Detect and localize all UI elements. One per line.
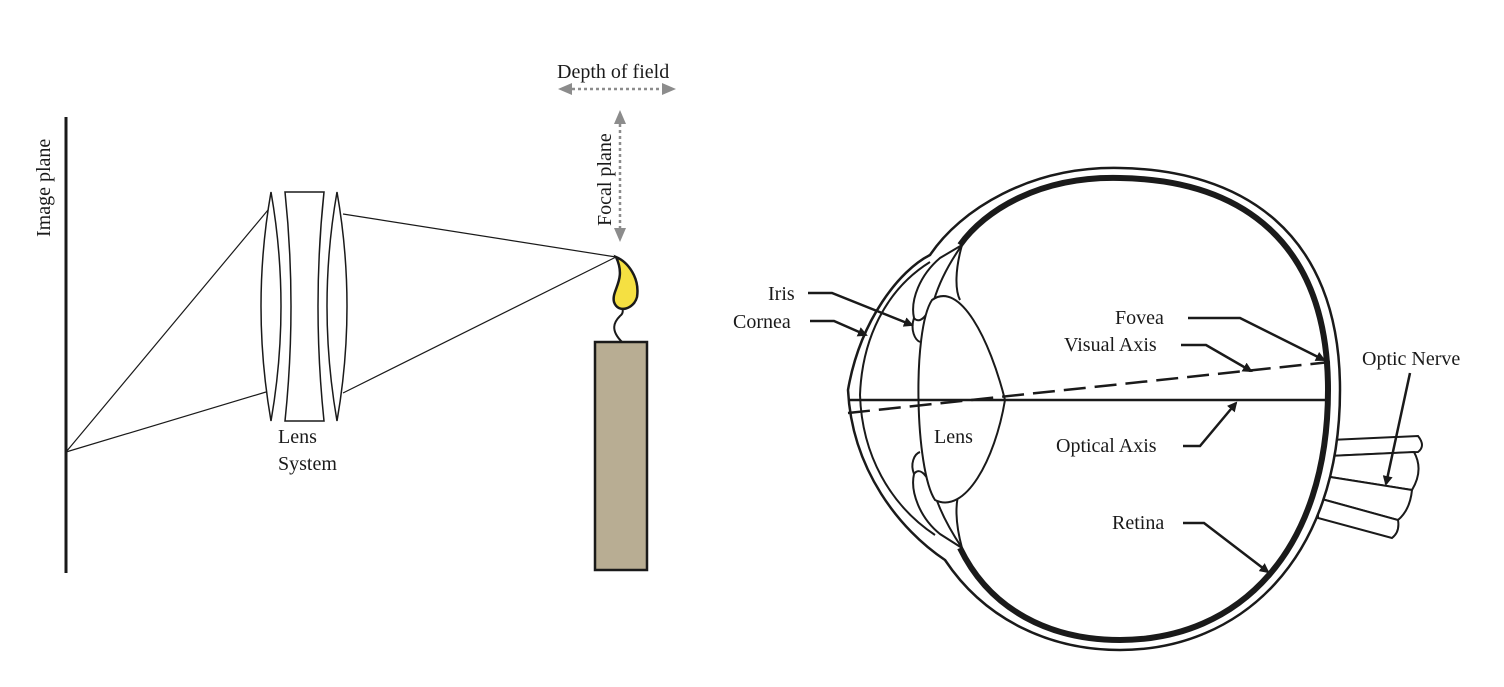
candle	[593, 254, 649, 572]
iris-label: Iris	[768, 283, 795, 305]
optical-axis-leader	[1183, 401, 1238, 448]
lens-system	[260, 191, 348, 422]
lens-system-label-line1: Lens	[278, 426, 317, 448]
retina-label: Retina	[1112, 512, 1164, 534]
light-rays	[65, 209, 617, 453]
convex-lens-left	[260, 191, 282, 422]
optic-nerve-leader	[1382, 372, 1412, 486]
concave-lens-middle	[284, 191, 325, 422]
depth-of-field-arrow	[558, 83, 676, 95]
candle-body	[593, 340, 649, 572]
convex-lens-right	[326, 191, 348, 422]
depth-of-field-label: Depth of field	[557, 61, 669, 83]
optic-nerve-label: Optic Nerve	[1362, 348, 1460, 370]
iris-lower	[911, 451, 921, 475]
cornea-label: Cornea	[733, 311, 791, 333]
image-plane-label: Image plane	[33, 139, 55, 237]
leader-lines	[808, 291, 1412, 574]
optical-axis-label: Optical Axis	[1056, 435, 1157, 457]
focal-plane-arrow	[614, 110, 626, 242]
retina-leader	[1183, 521, 1270, 574]
fovea-label: Fovea	[1115, 307, 1164, 329]
retina-layer	[957, 174, 1331, 644]
eye-diagram: Iris Cornea Lens Fovea Visual Axis Optic…	[733, 166, 1460, 652]
ciliary-body-lower	[912, 470, 963, 549]
sclera-outer	[846, 166, 1342, 652]
visual-axis-label: Visual Axis	[1064, 334, 1157, 356]
lens-system-label-line2: System	[278, 453, 337, 475]
camera-diagram: Image plane Lens System Depth of field	[33, 61, 676, 573]
cornea-leader	[810, 319, 868, 337]
visual-axis-leader	[1181, 343, 1253, 373]
ciliary-body-upper	[912, 244, 963, 322]
optic-nerve	[1316, 434, 1423, 540]
fovea-leader	[1188, 316, 1326, 362]
lens-label: Lens	[934, 426, 973, 448]
focal-plane-label: Focal plane	[594, 133, 616, 226]
cornea	[858, 261, 936, 536]
candle-flame-icon	[612, 254, 639, 311]
iris-leader	[808, 291, 914, 327]
